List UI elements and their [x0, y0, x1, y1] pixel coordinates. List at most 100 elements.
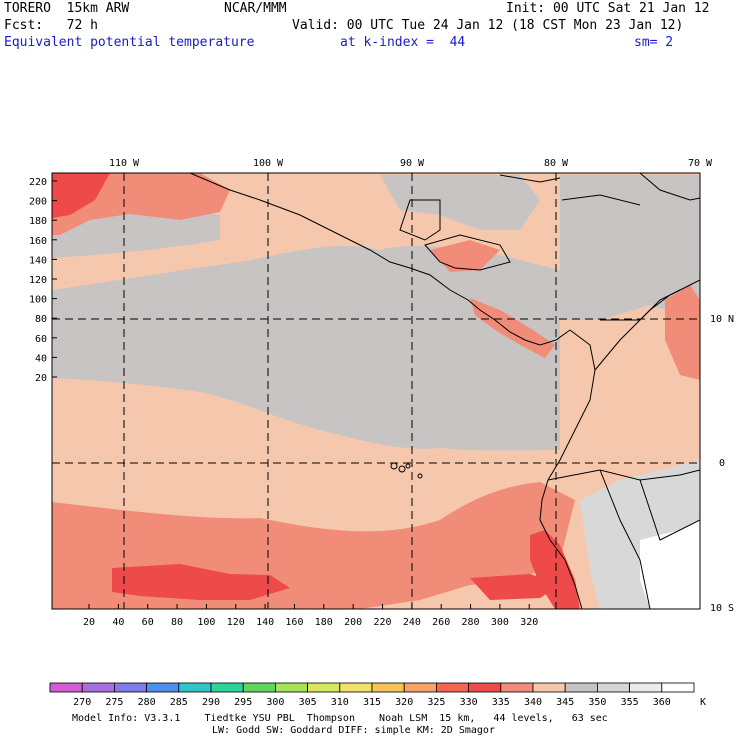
colorbar-swatch: [307, 682, 341, 693]
map-field: [52, 173, 700, 609]
y-tick-label: 200: [29, 197, 47, 208]
colorbar-label: 345: [556, 697, 574, 708]
colorbar-swatch: [242, 682, 276, 693]
colorbar-swatch: [210, 682, 244, 693]
colorbar-swatch: [339, 682, 373, 693]
x-tick-label: 220: [373, 617, 391, 628]
colorbar-label: 290: [202, 697, 220, 708]
y-tick-label: 20: [35, 373, 47, 384]
longitude-label: 80 W: [544, 158, 569, 169]
y-tick-label: 120: [29, 275, 47, 286]
y-tick-label: 140: [29, 255, 47, 266]
colorbar-label: 310: [331, 697, 349, 708]
model-title: TORERO 15km ARW: [4, 1, 130, 16]
x-tick-label: 140: [256, 617, 274, 628]
colorbar-swatch: [146, 682, 180, 693]
x-tick-label: 120: [227, 617, 245, 628]
x-tick-label: 280: [462, 617, 480, 628]
map-frame: [51, 172, 701, 610]
colorbar-swatch: [532, 682, 566, 693]
y-tick-label: 220: [29, 177, 47, 188]
longitude-label: 110 W: [109, 158, 140, 169]
x-tick-label: 180: [315, 617, 333, 628]
x-tick-label: 160: [285, 617, 303, 628]
model-info: Model Info: V3.3.1 Tiedtke YSU PBL Thomp…: [72, 713, 608, 724]
colorbar-label: 280: [138, 697, 156, 708]
valid-time: Valid: 00 UTC Tue 24 Jan 12 (18 CST Mon …: [292, 18, 684, 33]
red-south: [112, 530, 580, 609]
x-tick-label: 320: [520, 617, 538, 628]
gray-patches: [380, 175, 700, 320]
x-tick-label: 60: [142, 617, 154, 628]
physics-info: LW: Godd SW: Goddard DIFF: simple KM: 2D…: [212, 725, 495, 736]
colorbar-swatch: [629, 682, 663, 693]
colorbar-swatch: [81, 682, 115, 693]
latitude-labels: 10 N 0 10 S: [710, 314, 734, 614]
x-tick-label: 100: [197, 617, 215, 628]
colorbar-swatch: [435, 682, 469, 693]
colorbar-label: 320: [395, 697, 413, 708]
longitude-label: 70 W: [688, 158, 713, 169]
x-tick-label: 80: [171, 617, 183, 628]
coastlines: [189, 173, 700, 609]
y-tick-label: 60: [35, 334, 47, 345]
colorbar-unit: K: [700, 697, 706, 708]
colorbar-swatch: [597, 682, 631, 693]
longitude-labels: 110 W 100 W 90 W 80 W 70 W: [109, 158, 713, 169]
central-america-salmon: [430, 240, 700, 380]
latitude-label: 10 S: [710, 603, 734, 614]
colorbar-label: 295: [234, 697, 252, 708]
x-tick-label: 200: [344, 617, 362, 628]
x-axis: 20 40 60 80 100 120 140 160 180 200 220 240 260 280 30…: [83, 604, 538, 628]
colorbar-label: 340: [524, 697, 542, 708]
colorbar-label: 270: [73, 697, 91, 708]
colorbar-label: 305: [299, 697, 317, 708]
x-tick-label: 40: [112, 617, 124, 628]
snow-land: [640, 520, 700, 609]
init-time: Init: 00 UTC Sat 21 Jan 12: [506, 1, 710, 16]
x-tick-label: 20: [83, 617, 95, 628]
center-label: NCAR/MMM: [224, 1, 287, 16]
forecast-hour: Fcst: 72 h: [4, 18, 98, 33]
y-tick-label: 160: [29, 236, 47, 247]
colorbar-swatch: [403, 682, 437, 693]
colorbar-label: 285: [170, 697, 188, 708]
colorbar-label: 330: [460, 697, 478, 708]
colorbar-swatch: [468, 682, 502, 693]
colorbar-swatch: [114, 682, 148, 693]
colorbar-label: 355: [621, 697, 639, 708]
colorbar-label: 315: [363, 697, 381, 708]
y-tick-label: 80: [35, 314, 47, 325]
x-tick-label: 240: [403, 617, 421, 628]
colorbar-swatch: [661, 682, 695, 693]
colorbar-label: 300: [266, 697, 284, 708]
colorbar-swatch: [49, 682, 83, 693]
colorbar-label: 325: [427, 697, 445, 708]
longitude-label: 100 W: [253, 158, 284, 169]
colorbar-label: 335: [492, 697, 510, 708]
colorbar-swatch: [371, 682, 405, 693]
field-name: Equivalent potential temperature: [4, 35, 255, 50]
y-tick-label: 40: [35, 353, 47, 364]
smoothing-label: sm= 2: [634, 35, 674, 50]
colorbar-swatch: [500, 682, 534, 693]
y-tick-label: 100: [29, 295, 47, 306]
colorbar-label: 360: [653, 697, 671, 708]
colorbar-label: 275: [105, 697, 123, 708]
graticule: [52, 173, 700, 609]
latitude-label: 10 N: [710, 314, 734, 325]
colorbar-swatch: [178, 682, 212, 693]
colorbar: 270 275 280 285 290 295 300 305 310 315 320 325 330 3…: [49, 682, 706, 708]
level-label: at k-index = 44: [340, 35, 466, 50]
colorbar-label: 350: [588, 697, 606, 708]
x-tick-label: 260: [432, 617, 450, 628]
latitude-label: 0: [719, 458, 725, 469]
longitude-label: 90 W: [400, 158, 425, 169]
colorbar-swatch: [274, 682, 308, 693]
y-tick-label: 180: [29, 216, 47, 227]
nw-red: [52, 173, 110, 218]
galapagos-islands: [390, 462, 423, 479]
x-tick-label: 300: [491, 617, 509, 628]
y-axis: 220 200 180 160 140 120 100 80 60 40 20: [29, 177, 57, 384]
